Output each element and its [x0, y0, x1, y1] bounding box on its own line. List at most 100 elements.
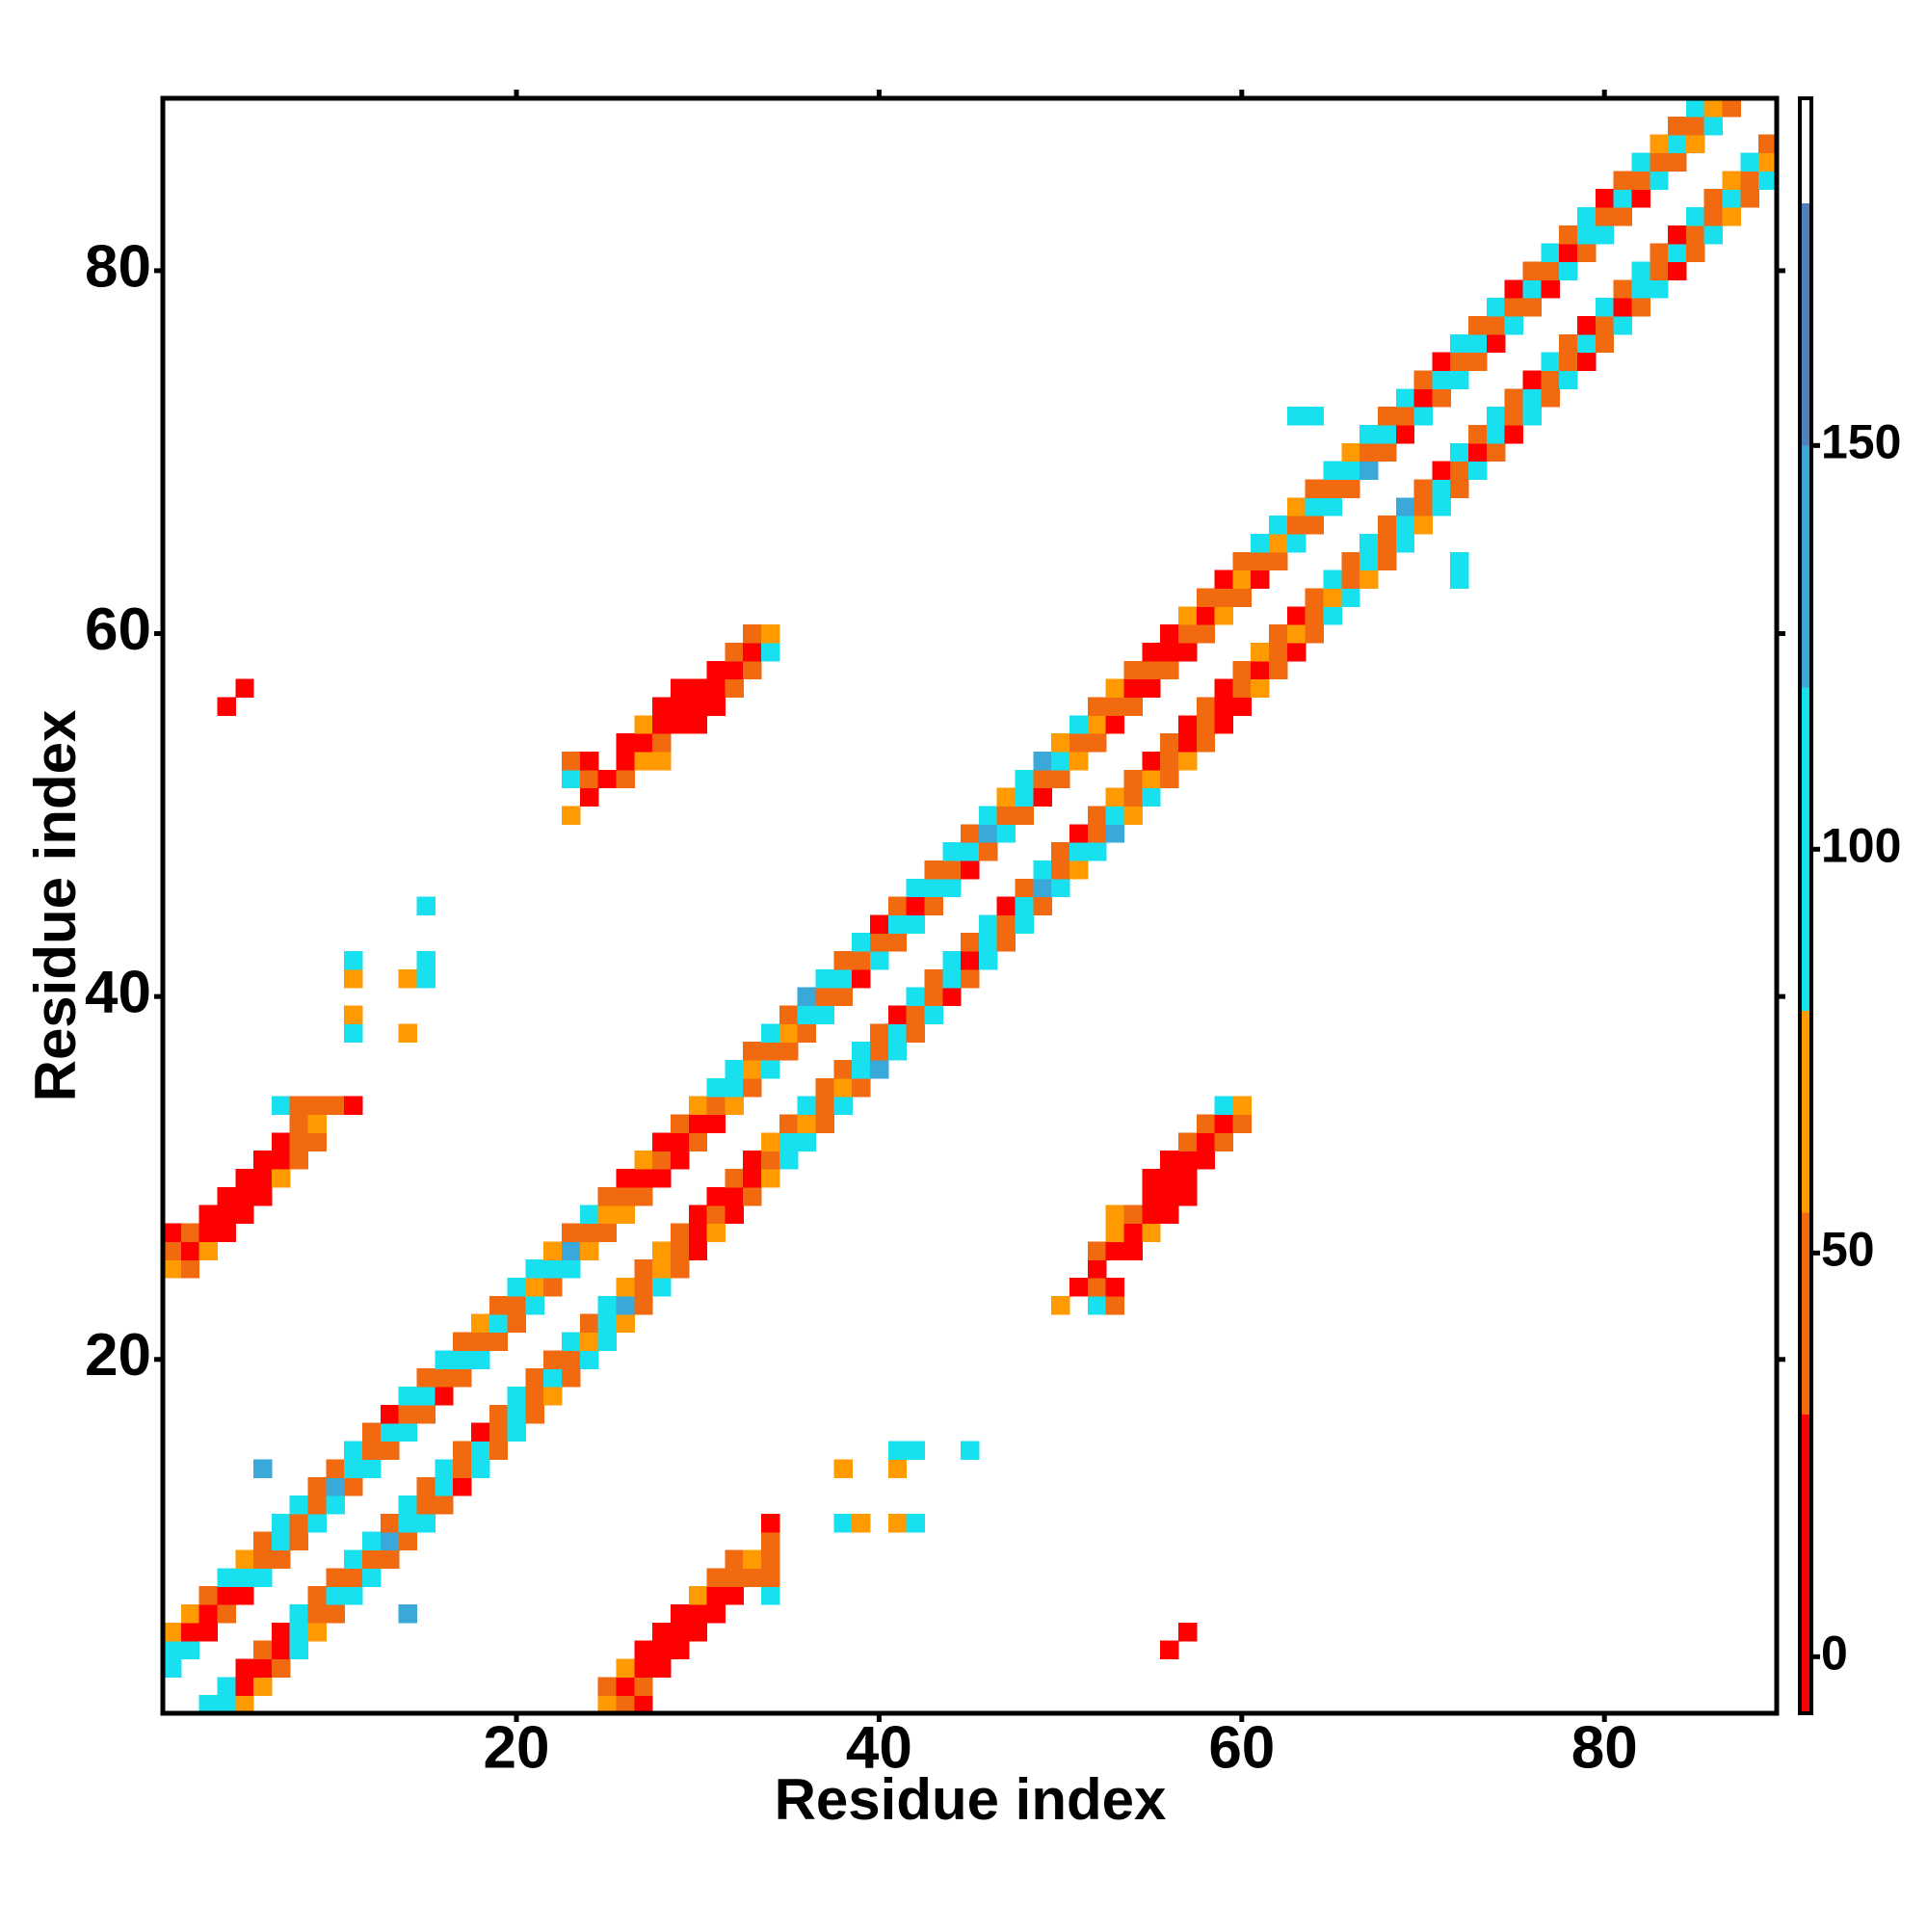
heatmap-cell [1685, 98, 1705, 118]
heatmap-cell [616, 1295, 635, 1315]
heatmap-cell [1069, 860, 1089, 880]
heatmap-cell [1196, 624, 1216, 644]
heatmap-cell [1214, 569, 1233, 590]
heatmap-cell [1559, 352, 1578, 372]
heatmap-cell [815, 968, 834, 989]
heatmap-cell [961, 860, 980, 880]
heatmap-cell [1305, 624, 1325, 644]
heatmap-cell [1160, 624, 1179, 644]
heatmap-cell [1251, 678, 1270, 699]
heatmap-cell [271, 1169, 291, 1188]
heatmap-cell [961, 933, 980, 952]
heatmap-cell [180, 1640, 200, 1660]
heatmap-cell [779, 1114, 799, 1133]
heatmap-cell [1504, 298, 1524, 317]
heatmap-cell [235, 1549, 254, 1569]
heatmap-cell [833, 1060, 853, 1079]
heatmap-cell [1305, 407, 1325, 426]
heatmap-cell [1486, 315, 1506, 335]
colorbar-segment [1800, 202, 1811, 446]
heatmap-cell [235, 1204, 254, 1225]
heatmap-cell [470, 1459, 490, 1478]
heatmap-cell [670, 1640, 690, 1660]
heatmap-cell [1196, 715, 1216, 734]
heatmap-cell [1051, 1295, 1070, 1315]
heatmap-cell [706, 1096, 726, 1116]
heatmap-cell [616, 1186, 635, 1206]
heatmap-cell [1432, 461, 1451, 481]
heatmap-cell [725, 660, 744, 680]
heatmap-cell [761, 1151, 780, 1170]
heatmap-cell [1631, 298, 1650, 317]
heatmap-cell [1305, 588, 1325, 607]
heatmap-cell [1177, 642, 1198, 662]
heatmap-cell [1177, 1169, 1198, 1188]
heatmap-cell [942, 951, 962, 970]
heatmap-cell [344, 1549, 363, 1569]
heatmap-cell [670, 678, 690, 699]
heatmap-cell [652, 1259, 672, 1279]
heatmap-cell [180, 1259, 200, 1279]
heatmap-cell [198, 1604, 219, 1624]
heatmap-cell [887, 896, 908, 916]
heatmap-cell [362, 1441, 382, 1460]
heatmap-cell [1160, 1169, 1179, 1188]
heatmap-cell [743, 1042, 762, 1061]
colorbar-tick-label: 100 [1821, 819, 1901, 873]
heatmap-cell [525, 1387, 544, 1406]
heatmap-cell [1087, 697, 1107, 716]
heatmap-cell [725, 1060, 744, 1079]
heatmap-cell [634, 733, 653, 753]
heatmap-cell [1395, 424, 1415, 444]
heatmap-cell [1087, 1259, 1107, 1279]
heatmap-cell [670, 1241, 690, 1260]
heatmap-cell [924, 1005, 943, 1025]
heatmap-cell [543, 1368, 563, 1388]
heatmap-cell [562, 1368, 581, 1388]
heatmap-cell [1595, 333, 1615, 354]
heatmap-cell [562, 806, 581, 825]
heatmap-cell [852, 933, 871, 952]
heatmap-cell [670, 1114, 690, 1133]
heatmap-cell [652, 1241, 672, 1260]
heatmap-cell [1087, 842, 1107, 861]
heatmap-cell [1015, 896, 1034, 916]
x-axis-title: Residue index [775, 1767, 1167, 1832]
heatmap-cell [1087, 1278, 1107, 1297]
heatmap-cell [797, 987, 817, 1007]
heatmap-cell [326, 1459, 345, 1478]
heatmap-cell [1214, 606, 1233, 625]
heatmap-cell [1286, 624, 1307, 644]
heatmap-cell [797, 1114, 817, 1133]
heatmap-cell [525, 1278, 544, 1297]
heatmap-cell [435, 1368, 454, 1388]
heatmap-cell [597, 1204, 618, 1225]
heatmap-cell [1395, 516, 1415, 535]
heatmap-cell [688, 715, 708, 734]
heatmap-cell [1160, 1151, 1179, 1170]
heatmap-cell [1740, 171, 1759, 190]
heatmap-cell [1432, 352, 1451, 372]
heatmap-cell [198, 1204, 219, 1225]
heatmap-cell [1703, 98, 1724, 118]
heatmap-cell [307, 1132, 327, 1151]
heatmap-cell [670, 1259, 690, 1279]
heatmap-cell [344, 1586, 363, 1605]
heatmap-cell [416, 896, 436, 916]
heatmap-cell [597, 1332, 618, 1351]
heatmap-cell [1142, 678, 1161, 699]
heatmap-cell [253, 1658, 273, 1678]
heatmap-cell [1613, 171, 1633, 190]
heatmap-cell [1269, 642, 1288, 662]
heatmap-cell [1450, 569, 1469, 590]
heatmap-cell [1177, 1132, 1198, 1151]
heatmap-cell [743, 660, 762, 680]
heatmap-cell [1541, 243, 1560, 263]
heatmap-cell [1395, 407, 1415, 426]
heatmap-cell [634, 1278, 653, 1297]
y-tick-label: 60 [85, 596, 151, 663]
heatmap-cell [924, 896, 943, 916]
heatmap-cell [253, 1677, 273, 1696]
heatmap-cell [1576, 352, 1597, 372]
